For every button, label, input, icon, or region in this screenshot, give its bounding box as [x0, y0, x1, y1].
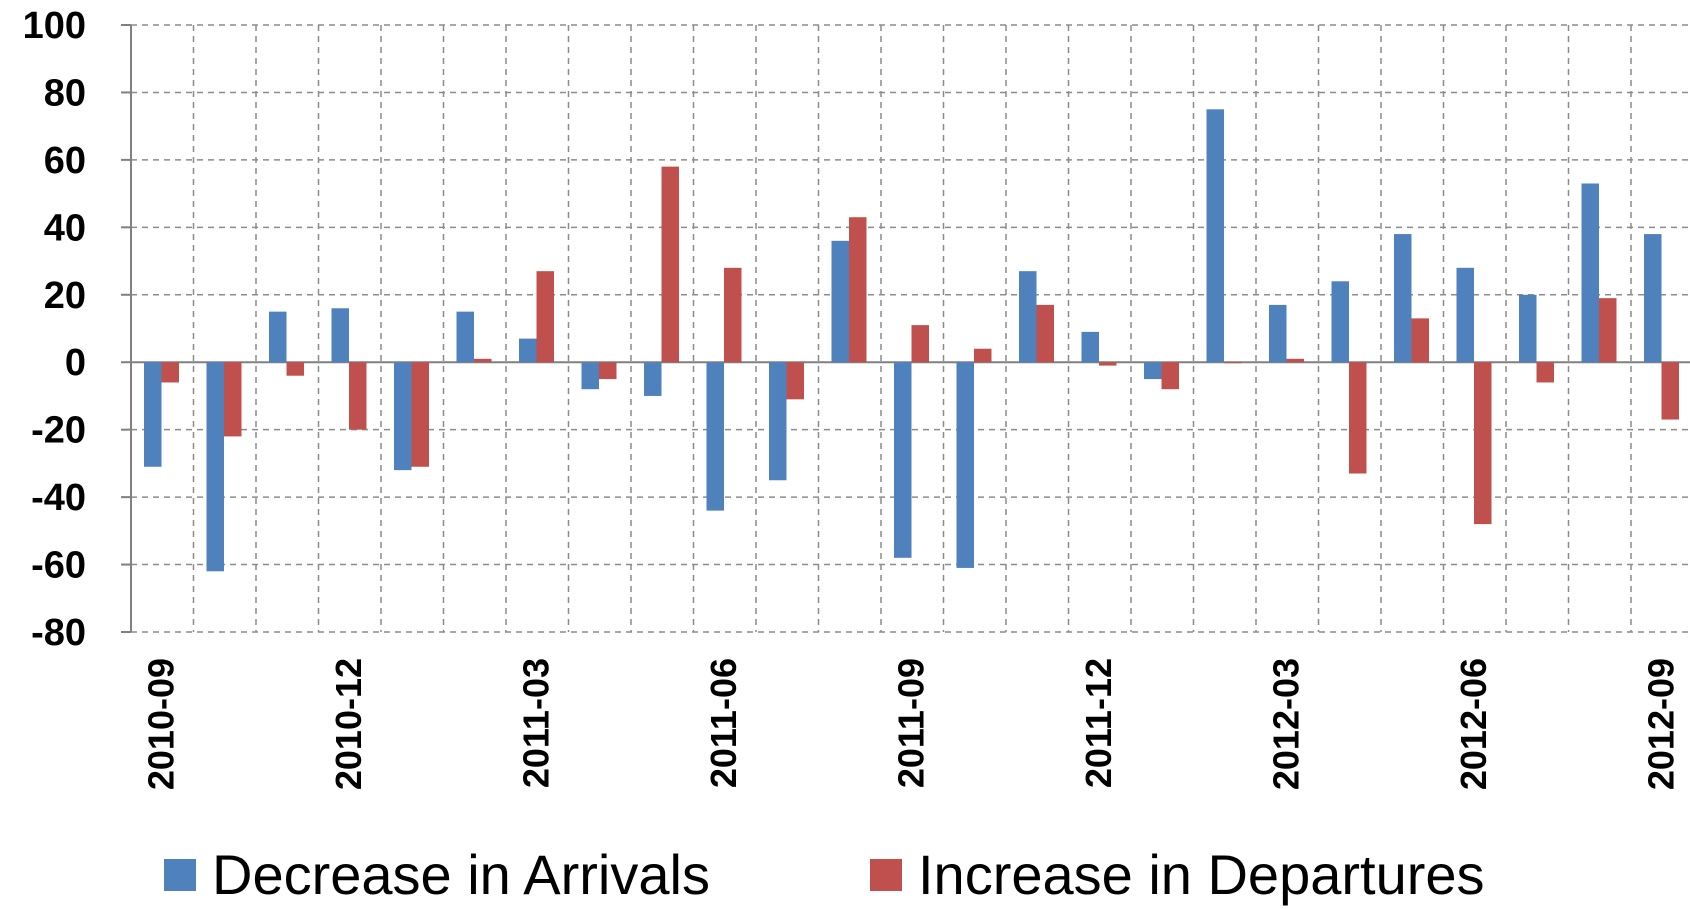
bar-departures-2010-10 [224, 362, 242, 437]
y-axis-tick-labels: -80 -60 -40 -20 0 20 40 60 80 100 [23, 5, 131, 654]
y-tick-label: 0 [65, 342, 86, 384]
bar-departures-2011-07 [786, 362, 804, 400]
bar-arrivals-2011-12 [1081, 331, 1099, 363]
bar-arrivals-2012-09 [1644, 234, 1662, 363]
bar-arrivals-2012-02 [1206, 109, 1224, 363]
y-tick-label: -40 [31, 477, 86, 519]
legend-swatch-arrivals [164, 859, 196, 891]
bar-arrivals-2011-11 [1019, 271, 1037, 363]
y-tick-label: -60 [31, 545, 86, 587]
x-tick-label: 2010-12 [328, 658, 369, 790]
legend: Decrease in Arrivals Increase in Departu… [164, 843, 1485, 906]
x-tick-label: 2012-09 [1641, 658, 1682, 790]
bar-arrivals-2012-03 [1269, 304, 1287, 363]
bar-arrivals-2010-10 [206, 362, 224, 572]
legend-item-departures: Increase in Departures [870, 843, 1485, 906]
bar-arrivals-2011-01 [394, 362, 412, 471]
bar-arrivals-2010-11 [269, 311, 287, 363]
bar-arrivals-2011-09 [894, 362, 912, 558]
bar-arrivals-2011-06 [706, 362, 724, 511]
bar-departures-2011-02 [474, 358, 492, 363]
bar-departures-2012-09 [1661, 362, 1679, 420]
bar-arrivals-2012-01 [1144, 362, 1162, 380]
x-tick-label: 2011-09 [891, 658, 932, 788]
bar-arrivals-2010-09 [144, 362, 162, 467]
bar-arrivals-2012-06 [1456, 267, 1474, 363]
bar-arrivals-2012-04 [1331, 281, 1349, 363]
gridlines [131, 24, 1690, 633]
x-tick-label: 2011-03 [516, 658, 557, 788]
bar-departures-2011-01 [411, 362, 429, 467]
bar-departures-2011-08 [849, 217, 867, 363]
bar-arrivals-2011-08 [831, 240, 849, 363]
bar-departures-2010-11 [286, 362, 304, 376]
bar-departures-2011-11 [1036, 304, 1054, 363]
bar-arrivals-2011-10 [956, 362, 974, 568]
bar-departures-2011-04 [599, 362, 617, 380]
bar-departures-2012-06 [1474, 362, 1492, 525]
x-tick-label: 2012-06 [1453, 658, 1494, 790]
bar-arrivals-2011-03 [519, 338, 537, 363]
bar-departures-2012-08 [1599, 298, 1617, 363]
x-tick-label: 2011-12 [1078, 658, 1119, 788]
bar-departures-2012-07 [1536, 362, 1554, 383]
bar-arrivals-2011-05 [644, 362, 662, 396]
y-tick-label: 60 [44, 140, 86, 182]
bar-arrivals-2012-07 [1519, 294, 1537, 363]
x-tick-label: 2011-06 [703, 658, 744, 788]
bars [144, 109, 1679, 572]
bar-departures-2010-12 [349, 362, 367, 430]
bar-departures-2011-09 [911, 325, 929, 363]
bar-arrivals-2011-07 [769, 362, 787, 481]
bar-arrivals-2011-04 [581, 362, 599, 390]
bar-departures-2012-03 [1286, 358, 1304, 363]
bar-arrivals-2011-02 [456, 311, 474, 363]
bar-arrivals-2010-12 [331, 308, 349, 363]
legend-swatch-departures [870, 859, 902, 891]
y-tick-label: 80 [44, 72, 86, 114]
bar-departures-2011-10 [974, 348, 992, 363]
x-tick-label: 2012-03 [1266, 658, 1307, 790]
bar-departures-2011-12 [1099, 362, 1117, 366]
bar-departures-2012-02 [1224, 362, 1242, 364]
bar-departures-2011-03 [536, 271, 554, 363]
y-tick-label: 100 [23, 5, 86, 47]
x-tick-label: 2010-09 [141, 658, 182, 790]
y-tick-label: 20 [44, 275, 86, 317]
y-tick-label: -20 [31, 410, 86, 452]
bar-arrivals-2012-05 [1394, 234, 1412, 363]
bar-departures-2011-06 [724, 267, 742, 363]
bar-departures-2011-05 [661, 166, 679, 363]
bar-departures-2012-01 [1161, 362, 1179, 390]
legend-item-arrivals: Decrease in Arrivals [164, 843, 710, 906]
bar-departures-2010-09 [161, 362, 179, 383]
legend-label-arrivals: Decrease in Arrivals [212, 843, 710, 906]
x-axis-tick-labels: 2010-09 2010-12 2011-03 2011-06 2011-09 2011-… [141, 658, 1682, 790]
bar-departures-2012-04 [1349, 362, 1367, 474]
y-tick-label: -80 [31, 612, 86, 654]
bar-departures-2012-05 [1411, 318, 1429, 363]
y-tick-label: 40 [44, 207, 86, 249]
legend-label-departures: Increase in Departures [918, 843, 1485, 906]
bar-arrivals-2012-08 [1581, 183, 1599, 363]
